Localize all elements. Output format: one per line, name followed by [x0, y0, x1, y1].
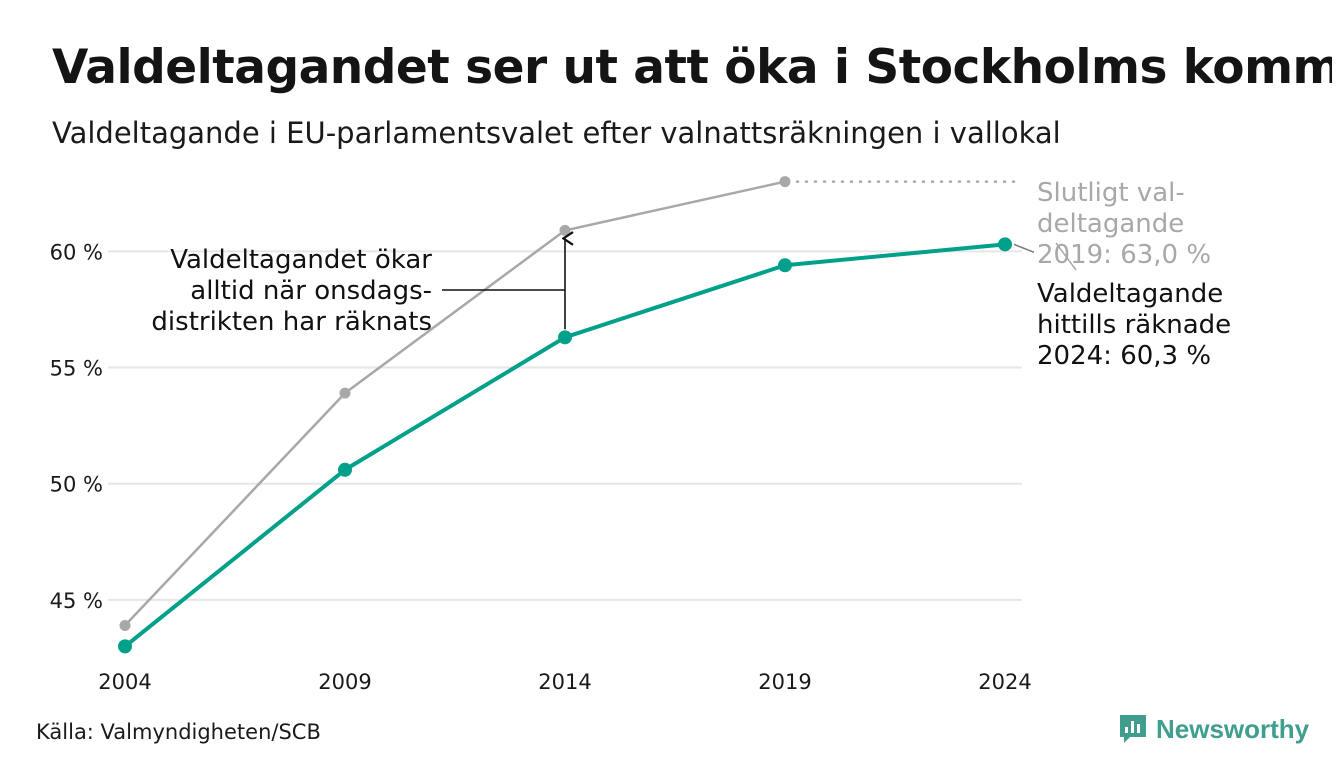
current-label-line: Valdeltagande: [1037, 279, 1223, 309]
y-tick-label: 50 %: [50, 473, 103, 497]
increase-annotation-line: distrikten har räknats: [151, 307, 432, 337]
final-label-line: Slutligt val-: [1037, 178, 1185, 208]
data-point-preliminary: [998, 237, 1012, 252]
newsworthy-icon: [1120, 715, 1146, 743]
brand-name: Newsworthy: [1156, 713, 1310, 744]
brand-logo: Newsworthy: [1118, 712, 1309, 746]
current-label-line: 2024: 60,3 %: [1037, 341, 1211, 371]
chart-title: Valdeltagandet ser ut att öka i Stockhol…: [52, 40, 1332, 95]
source-note: Källa: Valmyndigheten/SCB: [36, 720, 321, 744]
data-point-preliminary: [558, 330, 572, 345]
x-tick-label: 2004: [98, 670, 151, 694]
y-tick-label: 45 %: [50, 589, 103, 613]
data-point-final: [559, 224, 571, 236]
current-label-line: hittills räknade: [1037, 310, 1231, 340]
final-label-leader: [1055, 242, 1077, 271]
data-point-preliminary: [338, 462, 352, 477]
increase-annotation-line: alltid när onsdags-: [190, 276, 432, 306]
x-tick-label: 2009: [318, 670, 371, 694]
current-label-leader: [1013, 243, 1035, 254]
y-tick-label: 55 %: [50, 357, 103, 381]
data-point-preliminary: [118, 639, 132, 654]
y-tick-label: 60 %: [50, 240, 103, 264]
data-point-final: [779, 176, 791, 188]
final-label-line: deltagande: [1037, 209, 1184, 239]
x-tick-label: 2014: [538, 670, 591, 694]
final-label-line: 2019: 63,0 %: [1037, 240, 1211, 270]
chart-subtitle: Valdeltagande i EU-parlamentsvalet efter…: [52, 116, 1061, 150]
increase-annotation-line: Valdeltagandet ökar: [170, 245, 432, 275]
data-point-final: [339, 387, 351, 399]
series-line-final: [124, 180, 786, 627]
data-point-preliminary: [778, 258, 792, 273]
x-tick-label: 2024: [978, 670, 1031, 694]
data-point-final: [119, 619, 131, 631]
x-tick-label: 2019: [758, 670, 811, 694]
